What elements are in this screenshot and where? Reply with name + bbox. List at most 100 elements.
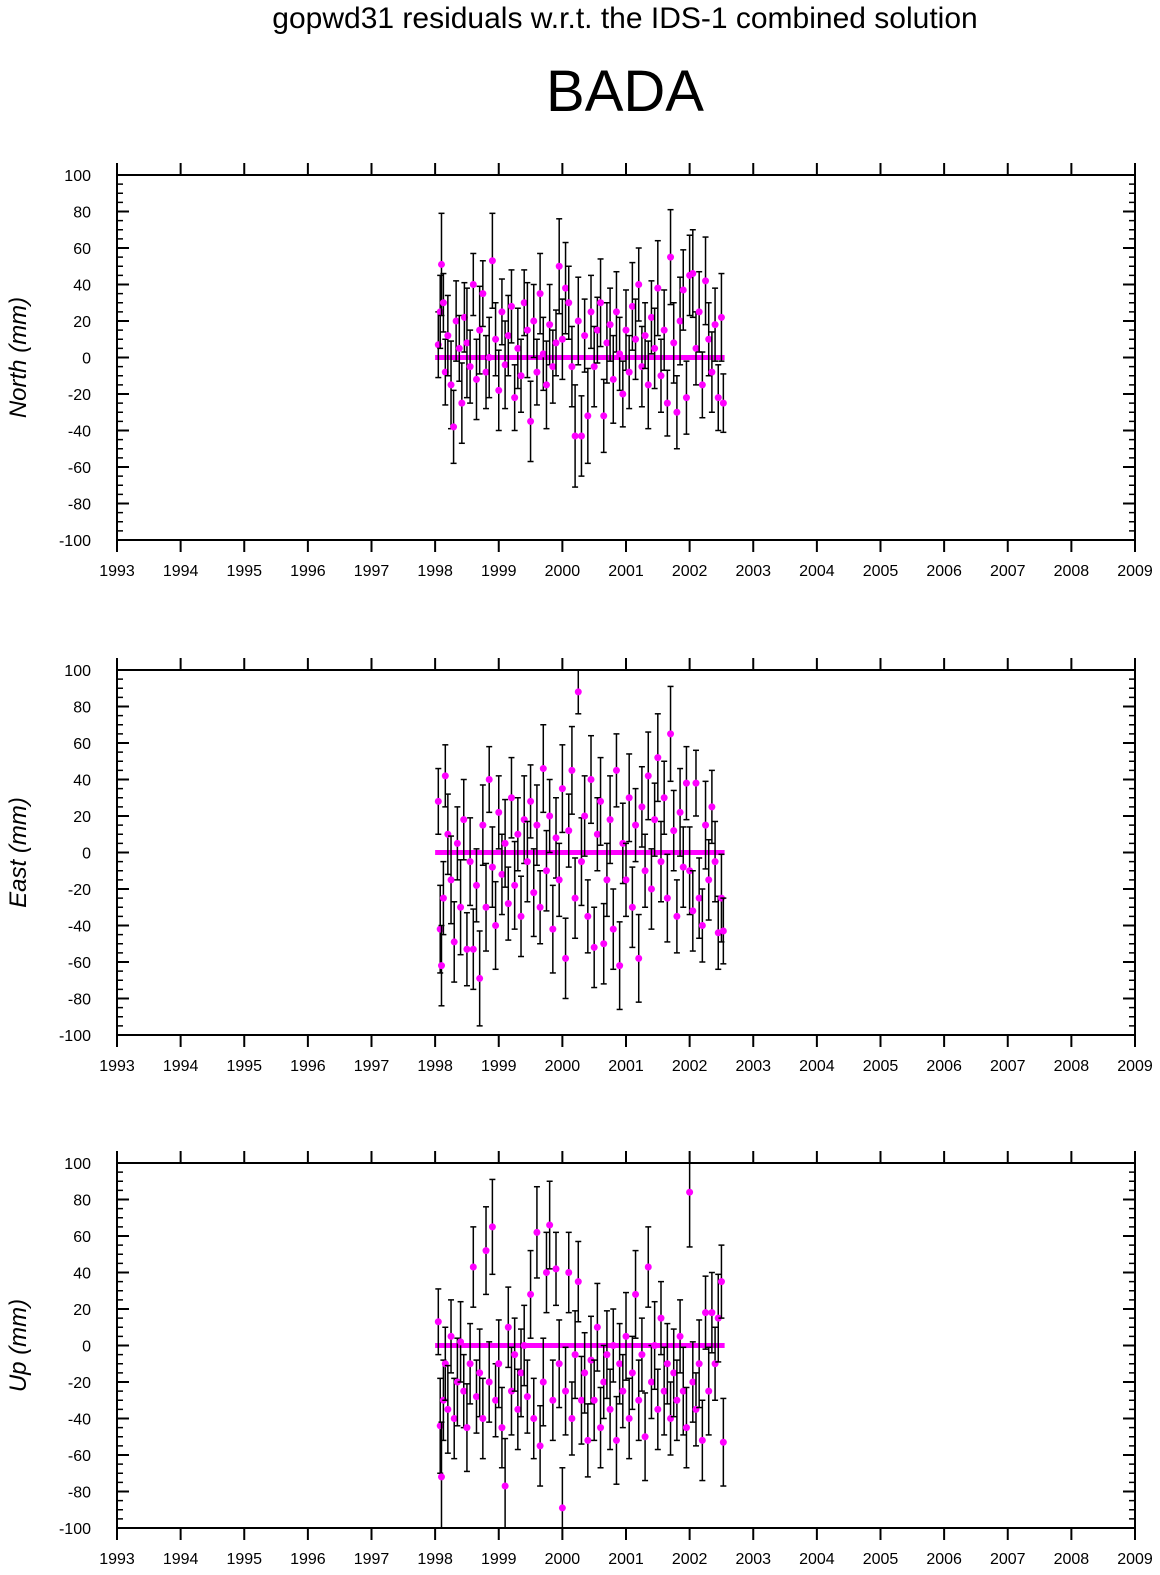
north-data-point xyxy=(644,340,652,430)
up-marker xyxy=(689,1378,697,1386)
north-data-point xyxy=(708,331,716,413)
north-marker xyxy=(476,326,484,334)
up-data-point xyxy=(670,1328,678,1418)
east-marker xyxy=(485,776,493,783)
up-marker xyxy=(708,1309,716,1317)
east-data-point xyxy=(584,879,592,954)
east-marker xyxy=(492,922,500,929)
north-data-point xyxy=(698,351,706,419)
up-marker xyxy=(603,1351,611,1359)
up-marker xyxy=(587,1356,595,1364)
east-data-point xyxy=(606,775,614,865)
east-data-point xyxy=(472,848,480,923)
north-marker xyxy=(603,339,611,347)
east-marker xyxy=(638,803,646,811)
up-marker xyxy=(460,1387,468,1395)
up-data-point xyxy=(565,1231,573,1314)
up-marker xyxy=(482,1247,490,1255)
north-y-axis-label: North (mm) xyxy=(5,297,32,418)
east-data-point xyxy=(622,842,630,918)
east-marker xyxy=(562,954,570,962)
north-marker xyxy=(546,321,554,329)
east-marker xyxy=(482,903,490,911)
east-marker xyxy=(641,867,649,875)
up-marker xyxy=(533,1228,541,1236)
north-data-point xyxy=(511,364,519,432)
north-data-point xyxy=(622,289,630,372)
east-marker xyxy=(434,797,442,805)
east-y-tick-label: 100 xyxy=(64,663,91,680)
north-marker xyxy=(689,270,697,278)
north-data-point xyxy=(686,234,694,317)
north-marker xyxy=(472,375,480,383)
north-data-point xyxy=(628,261,636,351)
up-data-point xyxy=(663,1322,671,1405)
up-y-tick-label: -20 xyxy=(68,1375,91,1392)
north-marker xyxy=(507,302,515,310)
up-marker xyxy=(657,1314,665,1322)
up-marker xyxy=(635,1396,643,1404)
east-marker xyxy=(670,827,678,835)
up-x-tick-label: 1994 xyxy=(163,1551,199,1568)
up-marker xyxy=(498,1424,506,1432)
north-data-point xyxy=(587,274,595,350)
up-data-point xyxy=(568,1381,576,1456)
north-y-tick-label: -40 xyxy=(68,424,91,441)
up-data-point xyxy=(622,1291,630,1381)
east-data-point xyxy=(632,787,640,863)
north-data-point xyxy=(689,229,697,319)
up-data-point xyxy=(562,1346,570,1436)
up-data-point xyxy=(527,1249,535,1339)
east-y-axis-label: East (mm) xyxy=(5,797,32,908)
north-marker xyxy=(469,281,477,288)
up-marker xyxy=(507,1387,515,1395)
north-data-point xyxy=(536,252,544,335)
up-data-point xyxy=(514,1368,522,1451)
north-marker xyxy=(514,344,522,352)
east-data-point xyxy=(536,870,544,945)
up-marker xyxy=(574,1278,582,1286)
north-x-tick-label: 2007 xyxy=(990,563,1026,580)
up-x-tick-label: 1993 xyxy=(99,1551,135,1568)
up-data-point xyxy=(447,1299,455,1374)
up-marker xyxy=(619,1387,627,1395)
up-x-tick-label: 2009 xyxy=(1117,1551,1153,1568)
up-data-point xyxy=(495,1319,503,1409)
east-marker xyxy=(536,903,544,911)
up-y-tick-label: 40 xyxy=(73,1266,91,1283)
east-y-tick-label: -60 xyxy=(68,955,91,972)
up-data-point xyxy=(702,1275,710,1350)
east-data-point xyxy=(485,745,493,814)
east-marker xyxy=(587,776,595,783)
up-marker xyxy=(628,1369,636,1377)
north-data-point xyxy=(600,378,608,454)
north-marker xyxy=(651,344,659,352)
east-marker xyxy=(597,797,605,805)
north-x-tick-label: 2005 xyxy=(863,563,899,580)
east-data-point xyxy=(692,749,700,817)
north-marker xyxy=(705,335,713,343)
east-marker xyxy=(469,945,477,953)
up-data-point xyxy=(450,1377,458,1460)
east-marker xyxy=(660,794,668,802)
east-data-point xyxy=(565,793,573,868)
up-marker xyxy=(501,1482,509,1490)
up-data-point xyxy=(619,1353,627,1429)
up-data-point xyxy=(625,1377,633,1460)
east-data-point xyxy=(504,866,512,941)
east-data-point xyxy=(711,820,719,903)
east-y-tick-label: 0 xyxy=(82,846,91,863)
up-x-tick-label: 1995 xyxy=(226,1551,262,1568)
north-marker xyxy=(542,381,550,389)
north-y-tick-label: -20 xyxy=(68,387,91,404)
up-marker xyxy=(663,1360,671,1368)
north-data-point xyxy=(702,236,710,326)
north-marker xyxy=(492,335,500,343)
east-x-tick-label: 2001 xyxy=(608,1058,644,1075)
east-marker xyxy=(625,794,633,802)
north-marker xyxy=(536,290,544,298)
up-x-tick-label: 2007 xyxy=(990,1551,1026,1568)
north-x-tick-label: 2008 xyxy=(1054,563,1090,580)
up-marker xyxy=(702,1309,710,1317)
up-marker xyxy=(651,1342,659,1349)
